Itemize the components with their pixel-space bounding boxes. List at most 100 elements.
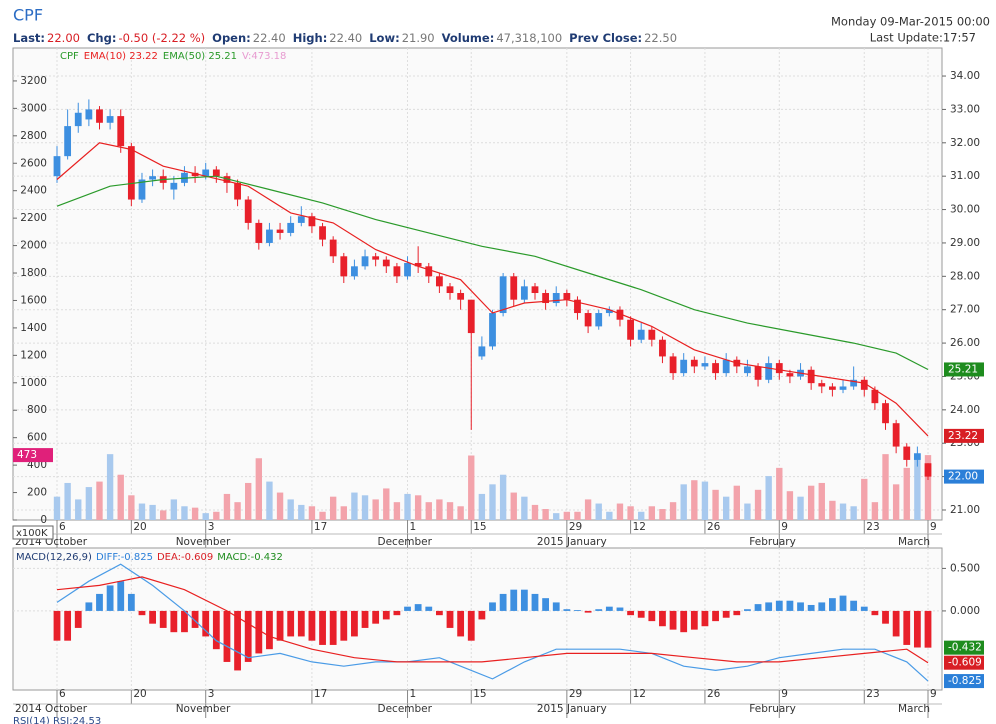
- y-tick-label: 32.00: [950, 137, 980, 149]
- month-label: 2015 January: [537, 703, 607, 715]
- macd-bar: [181, 610, 188, 633]
- macd-bar: [882, 610, 889, 624]
- macd-bar: [382, 610, 390, 620]
- volume-bar: [648, 506, 656, 520]
- stat-label: Chg:: [87, 31, 116, 45]
- candle-body: [404, 262, 411, 277]
- stat-label: Low:: [369, 31, 399, 45]
- x-tick-label: 1: [410, 688, 417, 700]
- volume-bar: [903, 467, 910, 520]
- volume-bar: [181, 506, 188, 520]
- volume-bar: [319, 511, 326, 520]
- symbol: CPF: [13, 6, 43, 25]
- volume-bar: [499, 474, 507, 520]
- macd-bar: [351, 610, 358, 637]
- volume-tick-label: 200: [27, 487, 47, 499]
- month-label: 2015 January: [537, 536, 607, 548]
- candle-body: [287, 222, 295, 233]
- volume-tick-label: 600: [27, 432, 47, 444]
- volume-bar: [553, 513, 560, 520]
- candle-body: [414, 262, 422, 267]
- y-tick-label: 34.00: [950, 70, 980, 82]
- rsi-label: RSI(14) RSI:24.53: [13, 716, 101, 724]
- candle-body: [74, 112, 82, 127]
- value-box: [944, 674, 984, 689]
- macd-bar: [170, 610, 178, 633]
- macd-bar: [627, 610, 634, 616]
- volume-bar: [722, 496, 730, 520]
- date: Monday 09-Mar-2015 00:00: [831, 15, 990, 29]
- stat-value: 22.40: [253, 31, 286, 45]
- macd-bar: [733, 610, 741, 616]
- macd-bar: [595, 609, 603, 611]
- volume-bar: [669, 502, 677, 520]
- stat-value: 22.50: [644, 31, 677, 45]
- volume-bar: [861, 478, 868, 520]
- macd-bar: [648, 610, 656, 622]
- legend-item: V:473.18: [242, 51, 286, 62]
- x-tick-label: 29: [569, 521, 582, 533]
- candle-body: [489, 313, 496, 347]
- x-tick-label: 9: [781, 521, 788, 533]
- volume-bar: [361, 495, 369, 520]
- x-tick-label: 26: [707, 521, 721, 533]
- volume-bar: [425, 502, 432, 520]
- x-tick-label: 6: [59, 688, 66, 700]
- candle-body: [96, 109, 103, 123]
- volume-bar: [457, 506, 464, 520]
- volume-bar: [404, 493, 411, 520]
- macd-bar: [308, 610, 316, 641]
- y-tick-label: 24.00: [950, 404, 980, 416]
- y-tick-label: 21.00: [950, 504, 980, 516]
- volume-bar: [563, 511, 571, 520]
- volume-bar: [372, 499, 379, 520]
- volume-bar: [191, 507, 199, 520]
- volume-tick-label: 2000: [20, 240, 47, 252]
- macd-bar: [850, 600, 858, 611]
- volume-bar: [733, 485, 740, 520]
- volume-bar: [680, 484, 687, 520]
- x-tick-label: 6: [59, 521, 66, 533]
- stat-label: Prev Close:: [569, 31, 642, 45]
- macd-bar: [499, 593, 507, 611]
- volume-bar: [234, 502, 241, 520]
- indicator-line: [56, 563, 929, 682]
- candle-body: [425, 266, 433, 277]
- plot-area: [12, 547, 943, 691]
- stat-value: 22.00: [47, 31, 80, 45]
- macd-bar: [860, 606, 868, 611]
- candle-body: [435, 276, 443, 287]
- legend: CPF EMA(10) 23.22 EMA(50) 25.21 V:473.18: [60, 51, 286, 62]
- volume-bar: [510, 492, 517, 520]
- volume-tick-label: 3200: [20, 75, 47, 87]
- volume-bar: [659, 509, 666, 520]
- macd-bar: [85, 602, 93, 611]
- candle-body: [701, 363, 709, 367]
- macd-bar: [690, 610, 698, 630]
- macd-bar: [637, 610, 645, 618]
- macd-bar: [765, 602, 773, 611]
- volume-bar: [542, 509, 549, 520]
- volume-bar: [266, 481, 273, 520]
- volume-tick-label: 1800: [20, 267, 47, 279]
- volume-bar: [468, 455, 475, 520]
- candle-body: [616, 309, 624, 320]
- stat-label: Volume:: [442, 31, 495, 45]
- candle-body: [913, 453, 921, 460]
- month-label: December: [378, 536, 433, 548]
- volume-bar: [871, 502, 879, 520]
- candle-body: [775, 363, 783, 374]
- macd-bar: [563, 609, 571, 611]
- volume-bar: [521, 496, 528, 520]
- candle-body: [595, 313, 603, 327]
- candle-body: [882, 403, 889, 424]
- volume-bar: [383, 488, 390, 520]
- legend: MACD(12,26,9) DIFF:-0.825 DEA:-0.609 MACD:-…: [16, 552, 283, 563]
- candle-body: [212, 169, 220, 177]
- volume-bar: [64, 482, 71, 520]
- candle-body: [106, 116, 114, 123]
- candle-body: [340, 256, 348, 277]
- x-tick-label: 12: [633, 521, 646, 533]
- macd-bar: [457, 610, 465, 637]
- volume-bar: [128, 495, 135, 520]
